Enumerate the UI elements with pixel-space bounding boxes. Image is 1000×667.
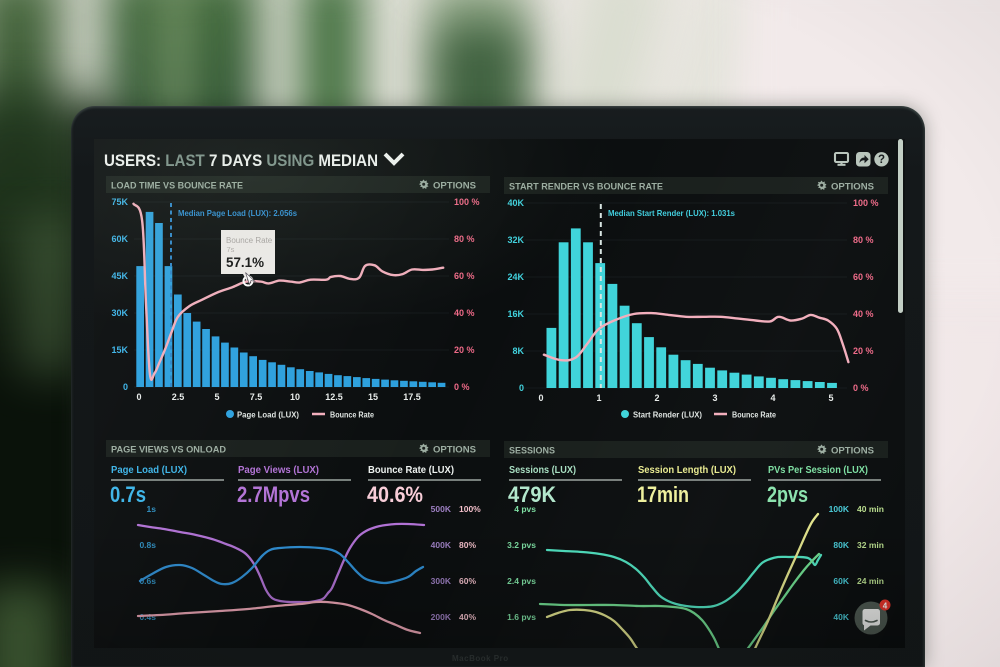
svg-text:40%: 40% (459, 612, 476, 622)
svg-text:60 %: 60 % (853, 272, 874, 282)
svg-text:1: 1 (596, 393, 601, 403)
svg-text:Sessions (LUX): Sessions (LUX) (509, 464, 576, 476)
svg-text:40K: 40K (833, 612, 849, 622)
svg-text:Median Start Render (LUX): 1.0: Median Start Render (LUX): 1.031s (608, 208, 735, 218)
svg-text:Bounce Rate (LUX): Bounce Rate (LUX) (368, 464, 454, 476)
svg-text:2.5: 2.5 (172, 392, 185, 402)
svg-text:57.1%: 57.1% (226, 254, 265, 270)
svg-text:0.4s: 0.4s (139, 612, 156, 622)
svg-text:17min: 17min (637, 482, 689, 507)
svg-text:32K: 32K (507, 235, 524, 245)
svg-text:400K: 400K (431, 540, 452, 550)
svg-text:Page Load (LUX): Page Load (LUX) (237, 410, 299, 420)
svg-text:Session Length (LUX): Session Length (LUX) (638, 464, 736, 476)
svg-text:0.6s: 0.6s (139, 576, 156, 586)
svg-text:Bounce Rate: Bounce Rate (226, 236, 273, 245)
svg-text:0: 0 (519, 383, 524, 393)
svg-text:0.7s: 0.7s (110, 482, 146, 507)
svg-text:60K: 60K (833, 576, 849, 586)
svg-text:0.8s: 0.8s (139, 540, 156, 550)
svg-text:40 %: 40 % (853, 309, 874, 319)
svg-text:START RENDER VS BOUNCE RATE: START RENDER VS BOUNCE RATE (509, 182, 663, 193)
svg-text:OPTIONS: OPTIONS (433, 445, 476, 456)
svg-text:40K: 40K (507, 198, 524, 208)
svg-text:OPTIONS: OPTIONS (831, 446, 874, 457)
svg-text:40.6%: 40.6% (367, 482, 423, 507)
svg-text:0 %: 0 % (454, 382, 470, 392)
svg-text:2pvs: 2pvs (767, 482, 808, 507)
svg-text:Page Load (LUX): Page Load (LUX) (111, 464, 187, 476)
svg-text:100%: 100% (459, 504, 481, 514)
svg-text:OPTIONS: OPTIONS (433, 181, 476, 192)
svg-text:0: 0 (538, 393, 543, 403)
svg-text:Median Page Load (LUX): 2.056s: Median Page Load (LUX): 2.056s (178, 208, 297, 218)
svg-text:500K: 500K (431, 504, 452, 514)
svg-text:80%: 80% (459, 540, 476, 550)
svg-text:7.5: 7.5 (250, 392, 263, 402)
svg-text:PAGE VIEWS VS ONLOAD: PAGE VIEWS VS ONLOAD (111, 445, 226, 456)
svg-text:Page Views (LUX): Page Views (LUX) (238, 464, 319, 476)
svg-text:0 %: 0 % (853, 383, 869, 393)
svg-text:3: 3 (712, 393, 717, 403)
svg-text:12.5: 12.5 (325, 392, 343, 402)
svg-text:45K: 45K (111, 271, 128, 281)
svg-text:15K: 15K (111, 345, 128, 355)
svg-text:Bounce Rate: Bounce Rate (732, 410, 776, 420)
svg-text:USERS: LAST 7 DAYS USING MEDIA: USERS: LAST 7 DAYS USING MEDIAN (104, 151, 378, 170)
svg-text:100K: 100K (829, 504, 850, 514)
svg-text:80K: 80K (833, 540, 849, 550)
svg-text:15: 15 (368, 392, 378, 402)
svg-text:Bounce Rate: Bounce Rate (330, 410, 374, 420)
svg-text:4 pvs: 4 pvs (514, 504, 536, 514)
svg-text:?: ? (878, 154, 885, 166)
svg-text:PVs Per Session (LUX): PVs Per Session (LUX) (768, 464, 868, 476)
svg-text:300K: 300K (431, 576, 452, 586)
svg-text:LOAD TIME VS BOUNCE RATE: LOAD TIME VS BOUNCE RATE (111, 181, 243, 192)
svg-text:4: 4 (883, 602, 888, 611)
svg-text:100 %: 100 % (853, 198, 879, 208)
svg-text:SESSIONS: SESSIONS (509, 446, 555, 457)
svg-text:40 min: 40 min (857, 504, 884, 514)
svg-text:Start Render (LUX): Start Render (LUX) (633, 410, 702, 420)
svg-text:5: 5 (828, 393, 833, 403)
svg-text:30K: 30K (111, 308, 128, 318)
svg-text:80 %: 80 % (454, 234, 475, 244)
svg-text:1s: 1s (147, 504, 157, 514)
svg-text:7s: 7s (227, 245, 235, 254)
svg-text:20 %: 20 % (454, 345, 475, 355)
svg-text:479K: 479K (508, 482, 556, 507)
svg-text:16K: 16K (507, 309, 524, 319)
svg-text:4: 4 (770, 393, 775, 403)
svg-text:0: 0 (136, 392, 141, 402)
svg-text:17.5: 17.5 (403, 392, 421, 402)
svg-text:0: 0 (123, 382, 128, 392)
svg-text:10: 10 (290, 392, 300, 402)
svg-text:2.4 pvs: 2.4 pvs (507, 576, 536, 586)
svg-text:40 %: 40 % (454, 308, 475, 318)
svg-text:60 %: 60 % (454, 271, 475, 281)
svg-text:8K: 8K (512, 346, 524, 356)
svg-text:32 min: 32 min (857, 540, 884, 550)
svg-text:OPTIONS: OPTIONS (831, 182, 874, 193)
svg-text:24K: 24K (507, 272, 524, 282)
svg-text:75K: 75K (111, 197, 128, 207)
svg-text:60%: 60% (459, 576, 476, 586)
svg-text:100 %: 100 % (454, 197, 480, 207)
svg-text:200K: 200K (431, 612, 452, 622)
svg-text:1.6 pvs: 1.6 pvs (507, 612, 536, 622)
svg-text:2: 2 (654, 393, 659, 403)
svg-text:3.2 pvs: 3.2 pvs (507, 540, 536, 550)
svg-text:5: 5 (214, 392, 219, 402)
svg-text:60K: 60K (111, 234, 128, 244)
svg-text:2.7Mpvs: 2.7Mpvs (237, 482, 310, 507)
svg-text:80 %: 80 % (853, 235, 874, 245)
svg-text:24 min: 24 min (857, 576, 884, 586)
svg-text:20 %: 20 % (853, 346, 874, 356)
